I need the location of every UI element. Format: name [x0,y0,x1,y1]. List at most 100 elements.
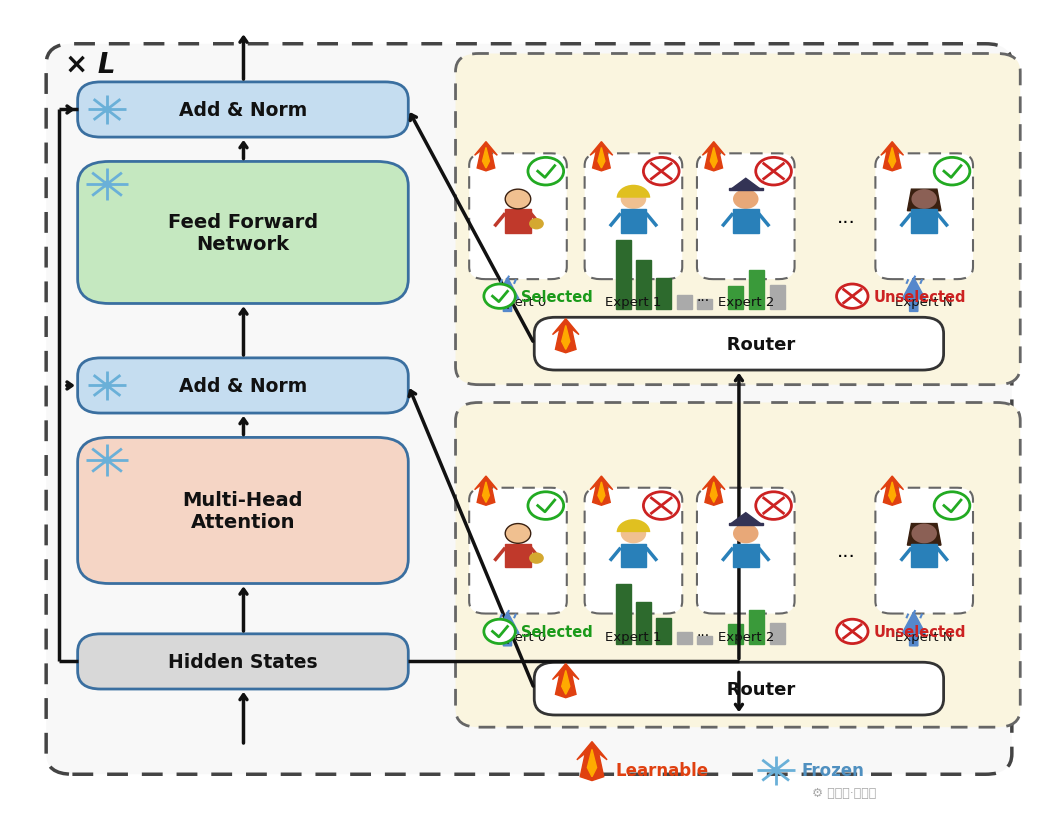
Polygon shape [911,544,937,568]
Circle shape [528,158,564,186]
FancyBboxPatch shape [77,83,408,138]
Circle shape [772,767,779,773]
Text: Expert 2: Expert 2 [717,296,774,309]
Polygon shape [621,544,646,568]
Polygon shape [590,143,613,172]
FancyBboxPatch shape [77,438,408,584]
Circle shape [755,158,791,186]
Polygon shape [482,148,490,169]
Circle shape [733,190,759,210]
Polygon shape [731,513,761,524]
Bar [749,271,764,310]
Polygon shape [881,477,904,505]
Polygon shape [482,482,490,503]
FancyBboxPatch shape [77,162,408,304]
Polygon shape [908,524,941,545]
Circle shape [643,158,679,186]
Text: ...: ... [696,289,710,303]
Text: × L: × L [65,51,115,79]
Polygon shape [729,523,763,525]
Bar [656,618,671,645]
Polygon shape [552,319,579,353]
Polygon shape [902,612,926,646]
FancyBboxPatch shape [77,634,408,689]
Circle shape [621,524,646,544]
Polygon shape [562,671,570,695]
FancyBboxPatch shape [469,488,567,613]
Polygon shape [587,749,597,776]
Bar [729,287,743,310]
Text: Frozen: Frozen [802,762,864,779]
Polygon shape [552,664,579,698]
Circle shape [104,108,110,113]
Text: Unselected: Unselected [873,624,966,639]
FancyBboxPatch shape [697,488,795,613]
Text: Expert 1: Expert 1 [605,630,661,643]
FancyBboxPatch shape [585,488,682,613]
FancyBboxPatch shape [534,318,944,370]
Circle shape [484,619,515,644]
Circle shape [506,524,531,544]
Text: Hidden States: Hidden States [168,652,317,671]
Polygon shape [710,482,717,503]
Circle shape [104,383,110,389]
Circle shape [104,182,111,188]
Polygon shape [506,210,531,233]
Polygon shape [590,477,613,505]
Bar [616,584,631,645]
Text: Selected: Selected [521,289,592,305]
Polygon shape [496,278,519,312]
Text: Expert N: Expert N [895,630,953,643]
Circle shape [506,190,531,210]
Polygon shape [902,278,926,312]
Circle shape [934,492,970,520]
Circle shape [911,524,937,544]
Polygon shape [881,143,904,172]
Text: Add & Norm: Add & Norm [179,377,307,396]
FancyBboxPatch shape [469,154,567,280]
Circle shape [911,190,937,210]
Circle shape [934,158,970,186]
FancyBboxPatch shape [77,359,408,414]
Circle shape [621,190,646,210]
Text: Feed Forward
Network: Feed Forward Network [168,213,318,254]
Bar [770,286,785,310]
Polygon shape [889,148,896,169]
Polygon shape [475,477,497,505]
FancyBboxPatch shape [585,154,682,280]
Text: Router: Router [682,335,795,353]
Circle shape [837,619,868,644]
Text: Selected: Selected [521,624,592,639]
Bar [770,623,785,645]
Polygon shape [731,179,761,190]
Polygon shape [562,326,570,350]
Polygon shape [703,477,725,505]
Bar [677,295,692,310]
Polygon shape [598,482,605,503]
Polygon shape [577,742,607,781]
Circle shape [837,285,868,309]
Text: Expert N: Expert N [895,296,953,309]
Polygon shape [475,143,497,172]
Text: Expert 2: Expert 2 [717,630,774,643]
Polygon shape [710,148,717,169]
Bar [697,636,712,645]
Wedge shape [617,519,651,532]
Text: ...: ... [837,541,855,560]
Polygon shape [889,482,896,503]
Polygon shape [703,143,725,172]
Text: Expert 1: Expert 1 [605,296,661,309]
Bar [697,300,712,310]
Polygon shape [733,210,759,233]
Bar [616,241,631,310]
Circle shape [528,492,564,520]
Circle shape [484,285,515,309]
Bar [729,624,743,645]
Text: ⚙ 公众号·量子位: ⚙ 公众号·量子位 [813,785,877,799]
FancyBboxPatch shape [697,154,795,280]
Text: Expert 0: Expert 0 [490,630,546,643]
FancyBboxPatch shape [47,45,1011,774]
Circle shape [733,524,759,544]
Circle shape [529,219,544,230]
Bar [749,610,764,645]
